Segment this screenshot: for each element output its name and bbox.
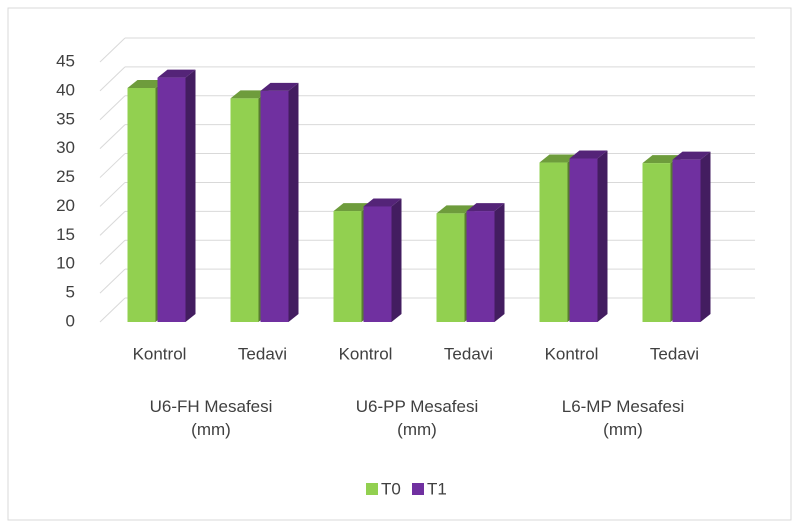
- grid-line-side: [99, 268, 126, 294]
- bar-top: [466, 203, 505, 212]
- bar: [466, 211, 495, 322]
- y-tick-label: 40: [56, 80, 75, 99]
- bar: [230, 98, 259, 323]
- bar: [539, 162, 568, 322]
- bar: [157, 77, 186, 322]
- legend-swatch: [412, 483, 424, 495]
- y-tick-label: 0: [66, 311, 75, 330]
- legend-label: T1: [427, 479, 447, 498]
- grid-line-side: [99, 37, 126, 63]
- bar: [260, 90, 289, 322]
- y-tick-label: 35: [56, 109, 75, 128]
- bar: [436, 213, 465, 322]
- x-tick-label: Kontrol: [339, 344, 393, 363]
- group-label: L6-MP Mesafesi (mm): [561, 397, 685, 439]
- x-tick-label: Kontrol: [545, 344, 599, 363]
- bar-top: [230, 90, 269, 99]
- bar-side: [597, 150, 608, 322]
- group-label: U6-FH Mesafesi (mm): [149, 397, 273, 439]
- legend-swatch: [366, 483, 378, 495]
- grid-line-side: [99, 95, 126, 121]
- bar: [363, 206, 392, 322]
- y-tick-label: 20: [56, 196, 75, 215]
- bar-top: [569, 150, 608, 159]
- grid-line-side: [99, 124, 126, 150]
- x-tick-label: Tedavi: [650, 344, 699, 363]
- grid-line-side: [99, 210, 126, 236]
- bar-side: [494, 203, 505, 322]
- group-label: U6-PP Mesafesi (mm): [355, 397, 479, 439]
- grid-line-side: [99, 297, 126, 323]
- y-tick-label: 25: [56, 167, 75, 186]
- bar-side: [288, 82, 299, 322]
- bar-side: [391, 198, 402, 322]
- bar-top: [539, 154, 578, 163]
- bar-top: [363, 198, 402, 207]
- bar-top: [436, 205, 475, 214]
- bar: [333, 211, 362, 322]
- bar: [642, 163, 671, 322]
- grid-line-side: [99, 66, 126, 92]
- y-tick-label: 45: [56, 51, 75, 70]
- bar: [569, 158, 598, 322]
- x-tick-label: Kontrol: [133, 344, 187, 363]
- x-tick-label: Tedavi: [238, 344, 287, 363]
- grid-line-side: [99, 182, 126, 207]
- bar: [672, 159, 701, 322]
- legend-label: T0: [381, 479, 401, 498]
- bar: [127, 88, 156, 322]
- bar-top: [642, 155, 681, 164]
- bar-top: [333, 203, 372, 212]
- bar-top: [672, 151, 711, 160]
- x-tick-label: Tedavi: [444, 344, 493, 363]
- bar-top: [127, 80, 166, 88]
- grid-line-side: [99, 239, 126, 265]
- y-tick-label: 10: [56, 254, 75, 273]
- bar-side: [185, 69, 196, 322]
- y-tick-label: 15: [56, 225, 75, 244]
- y-tick-label: 5: [66, 283, 75, 302]
- bar-top: [260, 82, 299, 91]
- bar-top: [157, 69, 196, 78]
- bar-side: [700, 151, 711, 322]
- y-tick-label: 30: [56, 138, 75, 157]
- grid-line-side: [99, 153, 126, 178]
